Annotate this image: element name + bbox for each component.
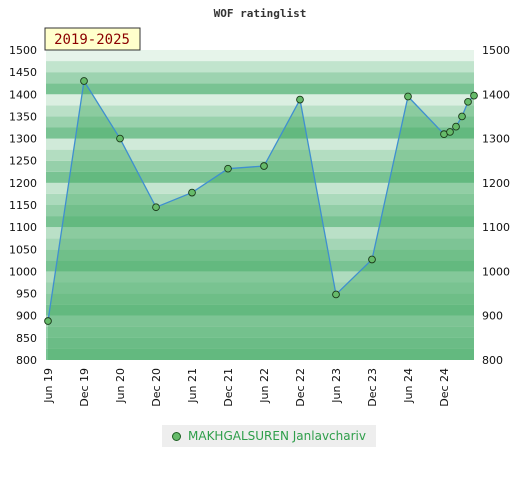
band	[46, 238, 474, 250]
y-tick-label: 1450	[9, 66, 37, 79]
x-tick-label: Dec 20	[150, 368, 163, 407]
band	[46, 293, 474, 305]
x-tick-label: Jun 21	[186, 368, 199, 404]
band	[46, 138, 474, 150]
band	[46, 216, 474, 228]
x-tick-label: Jun 24	[402, 368, 415, 404]
y-tick-label: 1200	[9, 177, 37, 190]
band	[46, 61, 474, 73]
band	[46, 94, 474, 106]
data-point	[404, 92, 412, 101]
x-tick-label: Dec 22	[294, 368, 307, 407]
y-tick-label-right: 1200	[482, 177, 510, 190]
y-tick-label: 1400	[9, 88, 37, 101]
y-tick-label: 950	[16, 288, 37, 301]
band	[46, 260, 474, 272]
band	[46, 282, 474, 294]
legend-marker-icon	[172, 431, 181, 441]
y-tick-label: 1150	[9, 199, 37, 212]
band	[46, 127, 474, 139]
x-tick-label: Dec 23	[366, 368, 379, 407]
data-point	[332, 290, 340, 299]
x-tick-label: Jun 22	[258, 368, 271, 404]
data-point	[152, 203, 160, 212]
x-tick-label: Dec 19	[78, 368, 91, 407]
x-tick-label: Jun 19	[42, 368, 55, 404]
period-label: 2019-2025	[54, 32, 130, 48]
x-tick-label: Jun 23	[330, 368, 343, 404]
y-tick-label-right: 1500	[482, 44, 510, 57]
band	[46, 182, 474, 194]
band	[46, 105, 474, 117]
y-tick-label-right: 1100	[482, 221, 510, 234]
band	[46, 193, 474, 205]
data-point	[44, 317, 52, 325]
background-bands	[46, 50, 474, 360]
band	[46, 72, 474, 84]
band	[46, 227, 474, 239]
legend-label: MAKHGALSUREN Janlavchariv	[188, 429, 366, 443]
y-tick-label: 1500	[9, 44, 37, 57]
y-tick-label: 1000	[9, 265, 37, 278]
y-tick-label: 900	[16, 310, 37, 323]
data-point	[224, 164, 232, 173]
y-tick-label: 1050	[9, 243, 37, 256]
band	[46, 116, 474, 128]
y-tick-label: 1100	[9, 221, 37, 234]
data-point	[452, 122, 460, 131]
band	[46, 348, 474, 360]
period-badge: 2019-2025	[44, 27, 141, 51]
band	[46, 271, 474, 283]
x-tick-label: Dec 21	[222, 368, 235, 407]
band	[46, 315, 474, 327]
band	[46, 326, 474, 338]
data-point	[446, 128, 454, 136]
y-tick-label-right: 1400	[482, 88, 510, 101]
data-point	[260, 162, 268, 170]
x-tick-label: Dec 24	[438, 368, 451, 407]
band	[46, 50, 474, 62]
x-tick-label: Jun 20	[114, 368, 127, 404]
band	[46, 249, 474, 261]
y-tick-label: 850	[16, 332, 37, 345]
legend: MAKHGALSUREN Janlavchariv	[162, 425, 376, 447]
data-point	[458, 112, 466, 121]
y-tick-label: 1350	[9, 110, 37, 123]
y-tick-label-right: 900	[482, 310, 503, 323]
y-tick-label-right: 1300	[482, 133, 510, 146]
band	[46, 171, 474, 183]
y-axis-right: 1500 1400 1300 1200 1100 1000 900 800	[482, 44, 510, 367]
band	[46, 149, 474, 161]
band	[46, 304, 474, 316]
chart-title: WOF ratinglist	[214, 7, 307, 20]
band	[46, 205, 474, 217]
y-tick-label-right: 1000	[482, 265, 510, 278]
band	[46, 83, 474, 95]
data-point	[80, 77, 88, 85]
data-point	[188, 188, 196, 197]
y-tick-label: 800	[16, 354, 37, 367]
y-tick-label-right: 800	[482, 354, 503, 367]
band	[46, 337, 474, 349]
rating-area	[48, 81, 474, 360]
data-point	[470, 91, 478, 100]
y-tick-label: 1250	[9, 155, 37, 168]
x-axis: Jun 19 Dec 19 Jun 20 Dec 20 Jun 21 Dec 21 Jun …	[42, 368, 451, 407]
y-tick-label: 1300	[9, 133, 37, 146]
data-point	[296, 95, 304, 104]
y-axis-left: 1500 1450 1400 1350 1300 1250 1200 1150 1100 1050…	[9, 44, 37, 367]
data-point	[368, 255, 376, 264]
data-point	[464, 97, 472, 106]
data-point	[116, 134, 124, 143]
rating-points	[44, 77, 478, 325]
